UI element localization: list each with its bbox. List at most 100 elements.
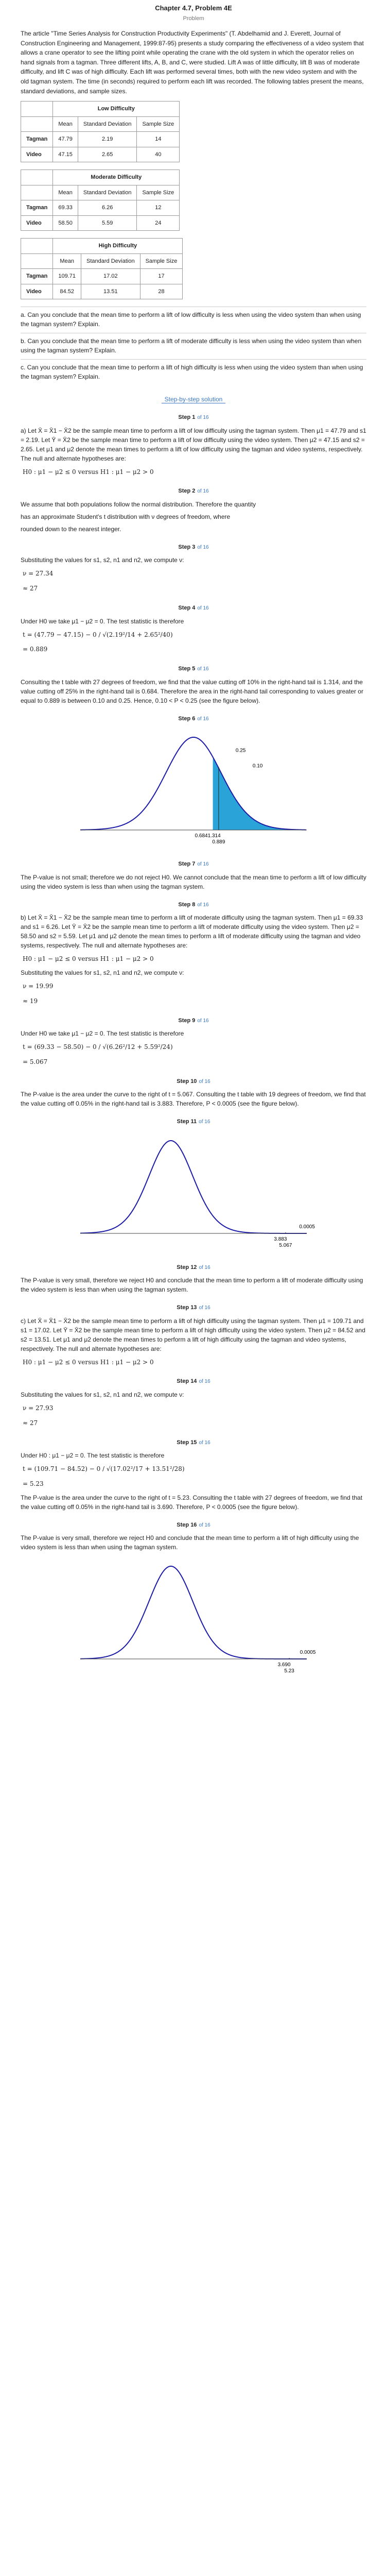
math-line: = 5.23 [23, 1480, 44, 1487]
table-caption: Low Difficulty [52, 101, 180, 117]
column-header: Mean [52, 184, 78, 201]
step-title: Step 11 of 16 [177, 1118, 210, 1125]
table-cell: 69.33 [52, 200, 78, 216]
table-cell: 47.79 [52, 131, 78, 147]
tick-label: 5.23 [284, 1668, 294, 1674]
step-text: The P-value is the area under the curve … [21, 1494, 363, 1511]
column-header: Standard Deviation [77, 116, 137, 132]
table-caption-row: Moderate Difficulty [20, 170, 180, 185]
step-text: b) Let X̄ = X̄1 − X̄2 be the sample mean… [21, 914, 363, 950]
step-title: Step 8 of 16 [178, 901, 209, 908]
solution-step: Step 3 of 16 Substituting the values for s… [21, 543, 366, 595]
step-count: of 16 [199, 1119, 210, 1125]
solution-step: Step 2 of 16 We assume that both populatio… [21, 487, 366, 534]
step-count: of 16 [197, 488, 209, 495]
table-caption-row: Low Difficulty [20, 101, 180, 117]
step-title: Step 5 of 16 [178, 666, 209, 672]
solution-step: Step 1 of 16 a) Let X̄ = X̄1 − X̄2 be the … [21, 413, 366, 478]
row-header: Tagman [20, 200, 54, 216]
stat-table: Low Difficulty Mean Standard Deviation Samp… [20, 101, 180, 163]
table-row: Video 58.50 5.59 24 [20, 215, 180, 231]
step-title: Step 4 of 16 [178, 605, 209, 612]
column-header: Sample Size [136, 116, 180, 132]
table-caption: Moderate Difficulty [52, 170, 180, 185]
tick-label: 3.883 [274, 1236, 287, 1242]
step-title: Step 1 of 16 [178, 414, 209, 421]
step-title: Step 7 of 16 [178, 861, 209, 868]
step-title: Step 9 of 16 [178, 1017, 209, 1024]
table-row: Tagman 47.79 2.19 14 [20, 131, 180, 147]
solution-step: Step 13 of 16 c) Let X̄ = X̄1 − X̄2 be the… [21, 1303, 366, 1368]
table-cell: 24 [136, 215, 180, 231]
column-header [20, 253, 54, 269]
solution-divider: Step-by-step solution [21, 395, 366, 404]
tail-area [213, 757, 307, 831]
row-header: Video [20, 146, 54, 163]
tick-label: 3.690 [278, 1662, 291, 1668]
density-curve [80, 737, 306, 831]
column-header: Mean [52, 253, 82, 269]
step-count: of 16 [197, 716, 209, 722]
math-line: H0 : μ1 − μ2 ≤ 0 versus H1 : μ1 − μ2 > 0 [23, 955, 154, 963]
math-line: H0 : μ1 − μ2 ≤ 0 versus H1 : μ1 − μ2 > 0 [23, 1358, 154, 1366]
density-curve [80, 1140, 307, 1234]
math-line: t = (109.71 − 84.52) − 0 / √(17.02²/17 +… [23, 1465, 185, 1473]
row-header: Tagman [20, 268, 54, 284]
solution-step: Step 14 of 16 Substituting the values for … [21, 1377, 366, 1429]
column-header: Standard Deviation [77, 184, 137, 201]
step-title: Step 14 of 16 [177, 1378, 210, 1385]
row-header: Video [20, 215, 54, 231]
stat-table: Moderate Difficulty Mean Standard Deviatio… [20, 170, 180, 231]
step-text: The P-value is not small; therefore we d… [21, 873, 366, 890]
solution-step: Step 9 of 16 Under H0 we take μ1 − μ2 = 0.… [21, 1016, 366, 1068]
step-count: of 16 [199, 1522, 210, 1528]
step-count: of 16 [199, 1379, 210, 1385]
step-title: Step 3 of 16 [178, 544, 209, 550]
table-cell: 84.52 [52, 283, 82, 300]
step-count: of 16 [199, 1305, 210, 1311]
chapter-title: Chapter 4.7, Problem 4E [155, 4, 232, 12]
table-cell: 58.50 [52, 215, 78, 231]
table-corner [20, 238, 54, 254]
step-count: of 16 [197, 861, 209, 868]
solution-steps: Step 1 of 16 a) Let X̄ = X̄1 − X̄2 be the … [21, 413, 366, 1680]
step-count: of 16 [197, 666, 209, 672]
chart-container: 0.6841.314 0.889 0.25 0.10 [65, 727, 322, 851]
table-cell: 17.02 [81, 268, 140, 284]
step-text: Substituting the values for s1, s2, n1 a… [21, 556, 184, 564]
step-text: We assume that both populations follow t… [21, 500, 256, 508]
column-header: Sample Size [136, 184, 180, 201]
step-text: Under H0 we take μ1 − μ2 = 0. The test s… [21, 617, 184, 625]
table-cell: 12 [136, 200, 180, 216]
solution-step: Step 4 of 16 Under H0 we take μ1 − μ2 = 0.… [21, 604, 366, 655]
table-corner [20, 170, 54, 185]
step-count: of 16 [197, 544, 209, 550]
step-text: The P-value is the area under the curve … [21, 1091, 366, 1108]
problem-label: Problem [183, 15, 204, 22]
math-line: ν = 27.34 [23, 570, 54, 578]
step-count: of 16 [199, 1439, 210, 1446]
step-count: of 16 [197, 415, 209, 421]
question-item: b. Can you conclude that the mean time t… [21, 333, 366, 355]
solution-step: Step 6 of 16 0.6841.314 0.889 0.25 0.10 [21, 715, 366, 851]
question-item: a. Can you conclude that the mean time t… [21, 307, 366, 329]
math-line: ≈ 27 [23, 585, 38, 592]
table-row: Tagman 109.71 17.02 17 [20, 268, 183, 284]
solution-step: Step 15 of 16 Under H0 : μ1 − μ2 = 0. The … [21, 1438, 366, 1512]
table-cell: 2.19 [77, 131, 137, 147]
step-text: Consulting the t table with 27 degrees o… [21, 678, 363, 704]
area-label: 0.25 [236, 748, 246, 754]
table-header-row: Mean Standard Deviation Sample Size [20, 184, 180, 201]
page-header: Chapter 4.7, Problem 4E Problem [21, 0, 366, 23]
math-line: ν = 27.93 [23, 1404, 54, 1412]
math-line: ν = 19.99 [23, 982, 54, 990]
column-header: Standard Deviation [81, 253, 140, 269]
area-label: 0.0005 [299, 1224, 315, 1230]
column-header: Mean [52, 116, 78, 132]
table-cell: 2.65 [77, 146, 137, 163]
table-cell: 109.71 [52, 268, 82, 284]
step-text: rounded down to the nearest integer. [21, 525, 121, 533]
